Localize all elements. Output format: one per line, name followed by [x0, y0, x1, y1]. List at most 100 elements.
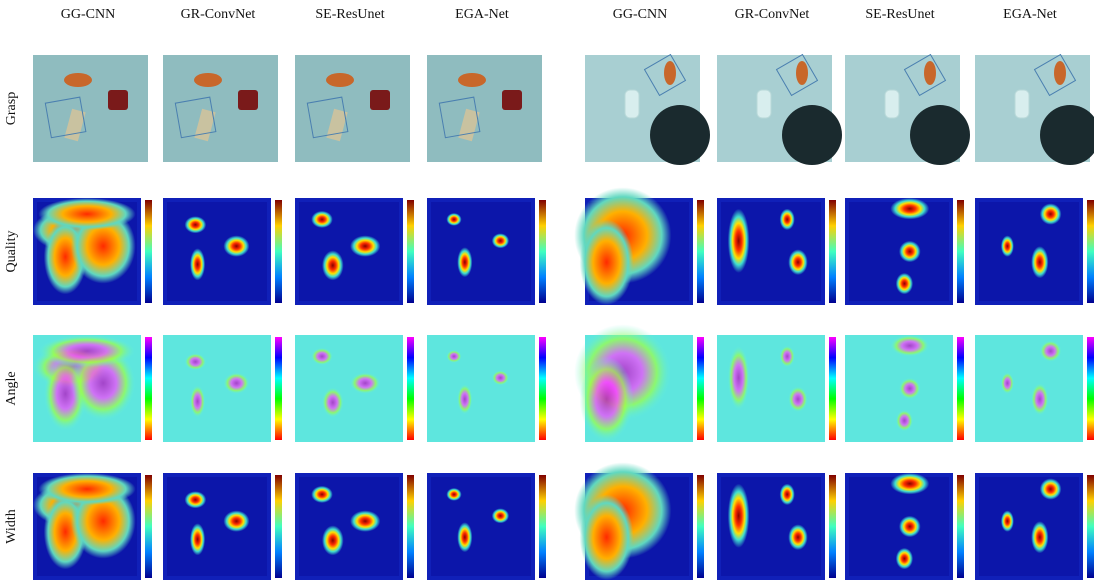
column-header: GR-ConvNet [181, 7, 256, 22]
heat-blob [350, 372, 381, 394]
colorbar [539, 200, 546, 303]
object [64, 108, 86, 142]
heatmap-background [979, 477, 1079, 576]
heat-blob [779, 483, 795, 506]
heat-blob [899, 515, 921, 538]
heatmap-background [167, 477, 267, 576]
column-header: EGA-Net [1003, 7, 1057, 22]
heat-blob [322, 525, 344, 556]
grasp-box [643, 53, 687, 97]
row-label: Angle [4, 371, 19, 405]
heat-blob [223, 235, 250, 257]
colorbar [957, 337, 964, 440]
colorbar [697, 337, 704, 440]
heat-blob [190, 385, 206, 418]
object [108, 90, 128, 110]
colorbar [1087, 200, 1094, 303]
heat-blob [491, 508, 510, 524]
heat-blob [779, 345, 795, 368]
heatmap-background [431, 477, 531, 576]
scene-image [163, 55, 278, 162]
object [1014, 89, 1030, 119]
object [326, 73, 354, 87]
grasp-box [438, 96, 481, 139]
heatmap-background [167, 202, 267, 301]
heat-blob [779, 208, 795, 231]
object [1054, 61, 1066, 85]
colorbar [275, 475, 282, 578]
object [326, 108, 348, 142]
heat-blob [579, 219, 634, 305]
heat-blob [1039, 203, 1062, 225]
row-label: Grasp [4, 92, 19, 125]
object [238, 90, 258, 110]
colorbar [539, 337, 546, 440]
heat-blob [223, 510, 250, 532]
heat-blob [38, 473, 136, 506]
column-header: SE-ResUnet [315, 7, 384, 22]
heat-blob [1000, 235, 1014, 257]
heat-blob [899, 240, 921, 263]
heatmap [427, 335, 535, 442]
object [194, 73, 222, 87]
colorbar [145, 200, 152, 303]
column-header: EGA-Net [455, 7, 509, 22]
object [194, 108, 216, 142]
heat-blob [184, 216, 207, 234]
heat-blob [788, 524, 808, 551]
heat-blob [350, 510, 381, 532]
heat-blob [727, 483, 750, 548]
grasp-box [775, 53, 819, 97]
colorbar [829, 475, 836, 578]
heat-blob [350, 235, 381, 257]
heat-blob [890, 198, 930, 220]
colorbar [145, 337, 152, 440]
heat-blob [457, 247, 473, 278]
heat-blob [457, 522, 473, 553]
row-label: Quality [4, 231, 19, 273]
grasp-box [44, 96, 87, 139]
grasp-box [903, 53, 947, 97]
heatmap [163, 335, 271, 442]
heat-blob [579, 494, 634, 580]
object [650, 105, 710, 165]
object [458, 108, 480, 142]
column-header: GG-CNN [613, 7, 667, 22]
heatmap-background [431, 202, 531, 301]
heat-blob [895, 409, 914, 432]
heat-blob [446, 487, 462, 501]
heat-blob [311, 485, 333, 503]
column-header: SE-ResUnet [865, 7, 934, 22]
heat-blob [184, 491, 207, 509]
colorbar [829, 200, 836, 303]
heat-blob [491, 370, 510, 386]
heat-blob [727, 345, 750, 410]
scene-image [295, 55, 410, 162]
heat-blob [890, 335, 930, 357]
colorbar [957, 475, 964, 578]
heatmap-background [979, 202, 1079, 301]
colorbar [957, 200, 964, 303]
heat-blob [727, 208, 750, 273]
heat-blob [446, 349, 462, 363]
heat-blob [190, 523, 206, 556]
object [782, 105, 842, 165]
heat-blob [895, 547, 914, 570]
heat-blob [223, 372, 250, 394]
colorbar [275, 337, 282, 440]
heat-blob [895, 272, 914, 295]
heat-blob [1000, 510, 1014, 532]
heat-blob [491, 233, 510, 249]
heat-blob [1031, 521, 1049, 554]
colorbar [1087, 337, 1094, 440]
heat-blob [457, 384, 473, 415]
object [884, 89, 900, 119]
heat-blob [311, 347, 333, 365]
object [910, 105, 970, 165]
object [1040, 105, 1094, 165]
heat-blob [890, 473, 930, 495]
object [64, 73, 92, 87]
colorbar [697, 200, 704, 303]
heat-blob [311, 210, 333, 228]
